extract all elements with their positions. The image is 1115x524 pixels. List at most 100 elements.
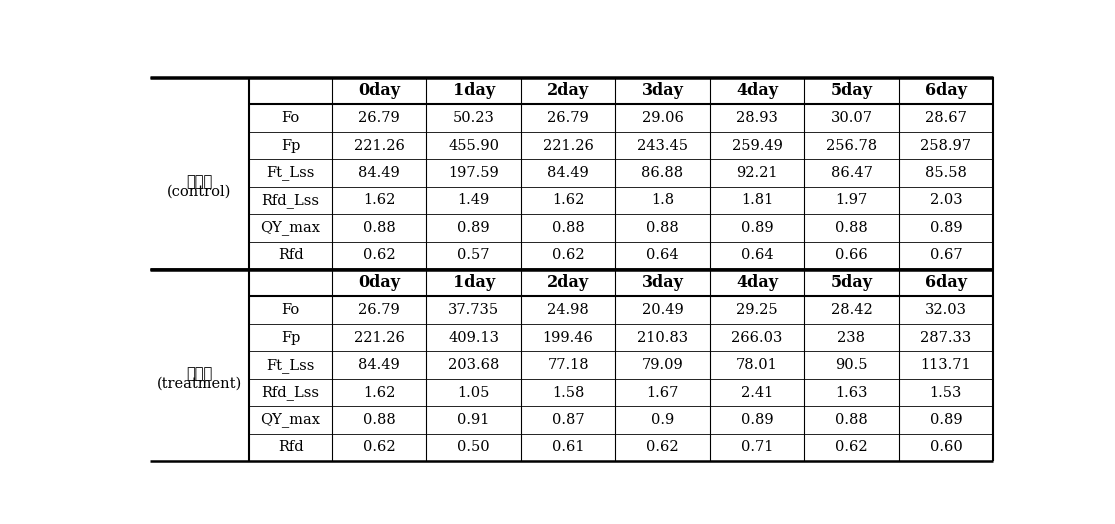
Text: 0.62: 0.62	[362, 440, 396, 454]
Text: 0.87: 0.87	[552, 413, 584, 427]
Text: QY_max: QY_max	[261, 221, 321, 235]
Text: 0.62: 0.62	[835, 440, 867, 454]
Text: 0.62: 0.62	[647, 440, 679, 454]
Text: 2.03: 2.03	[930, 193, 962, 208]
Text: 0.89: 0.89	[740, 413, 774, 427]
Text: Ft_Lss: Ft_Lss	[266, 358, 314, 373]
Text: Ft_Lss: Ft_Lss	[266, 166, 314, 180]
Text: 1.97: 1.97	[835, 193, 867, 208]
Text: 243.45: 243.45	[637, 138, 688, 152]
Text: 토마토: 토마토	[186, 366, 213, 381]
Text: 24.98: 24.98	[547, 303, 589, 317]
Text: 86.88: 86.88	[641, 166, 683, 180]
Text: 32.03: 32.03	[925, 303, 967, 317]
Text: 0.89: 0.89	[930, 221, 962, 235]
Text: (control): (control)	[167, 184, 232, 199]
Text: 1.8: 1.8	[651, 193, 675, 208]
Text: 0.88: 0.88	[835, 413, 867, 427]
Text: 1.58: 1.58	[552, 386, 584, 399]
Text: 29.25: 29.25	[736, 303, 778, 317]
Text: Rfd: Rfd	[278, 248, 303, 263]
Text: 1.62: 1.62	[552, 193, 584, 208]
Text: 0.64: 0.64	[740, 248, 774, 263]
Text: 0.64: 0.64	[647, 248, 679, 263]
Text: 0.89: 0.89	[930, 413, 962, 427]
Text: 26.79: 26.79	[547, 111, 589, 125]
Text: 26.79: 26.79	[358, 303, 400, 317]
Text: 0.57: 0.57	[457, 248, 489, 263]
Text: 토마토: 토마토	[186, 174, 213, 189]
Text: 2.41: 2.41	[740, 386, 773, 399]
Text: 1.63: 1.63	[835, 386, 867, 399]
Text: 1.62: 1.62	[363, 193, 396, 208]
Text: 221.26: 221.26	[353, 138, 405, 152]
Text: 0.67: 0.67	[930, 248, 962, 263]
Text: 0day: 0day	[358, 82, 400, 99]
Text: Fp: Fp	[281, 331, 300, 345]
Text: 26.79: 26.79	[358, 111, 400, 125]
Text: 3day: 3day	[641, 274, 683, 291]
Text: 28.93: 28.93	[736, 111, 778, 125]
Text: 30.07: 30.07	[831, 111, 872, 125]
Text: 2day: 2day	[547, 82, 589, 99]
Text: 0.88: 0.88	[552, 221, 584, 235]
Text: 0.50: 0.50	[457, 440, 489, 454]
Text: 50.23: 50.23	[453, 111, 495, 125]
Text: 84.49: 84.49	[547, 166, 589, 180]
Text: 29.06: 29.06	[641, 111, 683, 125]
Text: 86.47: 86.47	[831, 166, 872, 180]
Text: 4day: 4day	[736, 82, 778, 99]
Text: Rfd_Lss: Rfd_Lss	[262, 385, 320, 400]
Text: 199.46: 199.46	[543, 331, 593, 345]
Text: 0.66: 0.66	[835, 248, 867, 263]
Text: 77.18: 77.18	[547, 358, 589, 372]
Text: 0day: 0day	[358, 274, 400, 291]
Text: 197.59: 197.59	[448, 166, 500, 180]
Text: 0.71: 0.71	[740, 440, 773, 454]
Text: 0.89: 0.89	[457, 221, 489, 235]
Text: 28.42: 28.42	[831, 303, 872, 317]
Text: QY_max: QY_max	[261, 412, 321, 428]
Text: 238: 238	[837, 331, 865, 345]
Text: 210.83: 210.83	[637, 331, 688, 345]
Text: 1.62: 1.62	[363, 386, 396, 399]
Text: 20.49: 20.49	[641, 303, 683, 317]
Text: 28.67: 28.67	[925, 111, 967, 125]
Text: 2day: 2day	[547, 274, 589, 291]
Text: Fp: Fp	[281, 138, 300, 152]
Text: 203.68: 203.68	[448, 358, 500, 372]
Text: 85.58: 85.58	[925, 166, 967, 180]
Text: 287.33: 287.33	[920, 331, 971, 345]
Text: 1.53: 1.53	[930, 386, 962, 399]
Text: 221.26: 221.26	[353, 331, 405, 345]
Text: Fo: Fo	[281, 303, 300, 317]
Text: 79.09: 79.09	[641, 358, 683, 372]
Text: 6day: 6day	[925, 274, 967, 291]
Text: 1.49: 1.49	[457, 193, 489, 208]
Text: 3day: 3day	[641, 82, 683, 99]
Text: Rfd_Lss: Rfd_Lss	[262, 193, 320, 208]
Text: 455.90: 455.90	[448, 138, 500, 152]
Text: 90.5: 90.5	[835, 358, 867, 372]
Text: 5day: 5day	[831, 82, 872, 99]
Text: 0.9: 0.9	[651, 413, 675, 427]
Text: 0.88: 0.88	[835, 221, 867, 235]
Text: 0.61: 0.61	[552, 440, 584, 454]
Text: 0.60: 0.60	[930, 440, 962, 454]
Text: 1day: 1day	[453, 82, 495, 99]
Text: 1.67: 1.67	[647, 386, 679, 399]
Text: 0.88: 0.88	[362, 221, 396, 235]
Text: 5day: 5day	[831, 274, 872, 291]
Text: 78.01: 78.01	[736, 358, 778, 372]
Text: 113.71: 113.71	[921, 358, 971, 372]
Text: 256.78: 256.78	[826, 138, 878, 152]
Text: 259.49: 259.49	[731, 138, 783, 152]
Text: Fo: Fo	[281, 111, 300, 125]
Text: (treatment): (treatment)	[157, 377, 242, 391]
Text: 0.91: 0.91	[457, 413, 489, 427]
Text: 409.13: 409.13	[448, 331, 500, 345]
Text: 4day: 4day	[736, 274, 778, 291]
Text: 1day: 1day	[453, 274, 495, 291]
Text: 266.03: 266.03	[731, 331, 783, 345]
Text: 84.49: 84.49	[358, 166, 400, 180]
